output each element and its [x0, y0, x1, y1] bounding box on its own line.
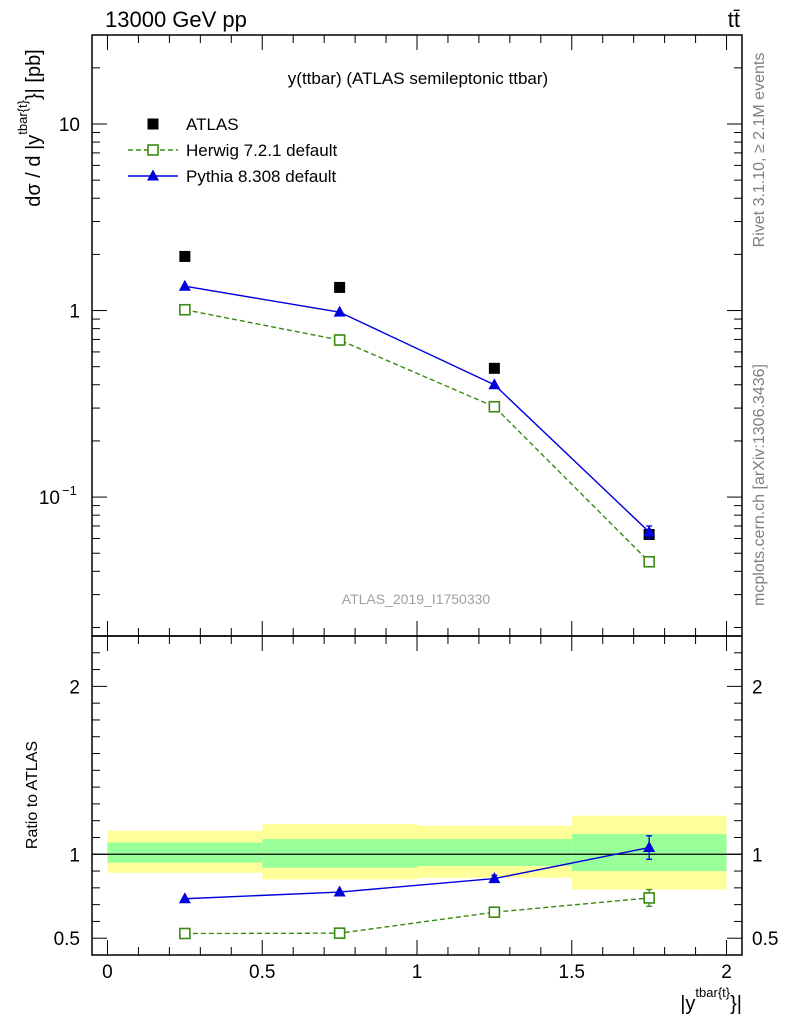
pythia-line — [184, 846, 650, 900]
ratio-y-tick-label-right: 0.5 — [752, 929, 778, 950]
header-final-state: tt̄ — [728, 7, 740, 32]
pythia-point — [488, 378, 501, 390]
x-axis-label: |ytbar{t}}| — [680, 985, 742, 1015]
ratio-y-tick-label: 2 — [69, 677, 80, 698]
x-tick-label: 1.5 — [559, 962, 585, 983]
ratio-frame — [91, 635, 743, 956]
ratio-y-axis-label: Ratio to ATLAS — [24, 741, 41, 849]
herwig-point — [179, 927, 191, 940]
ratio-y-tick-label: 0.5 — [54, 929, 80, 950]
atlas-point — [179, 250, 191, 262]
pythia-point — [643, 841, 656, 853]
main-y-axis-label: dσ / d |ytbar{t}}| [pb] — [15, 49, 45, 207]
legend: ATLAS Herwig 7.2.1 default Pythia 8.308 de… — [128, 115, 337, 186]
main-title: y(ttbar) (ATLAS semileptonic ttbar) — [288, 69, 548, 88]
herwig-point — [643, 892, 655, 904]
x-tick-label: 0.5 — [249, 962, 275, 983]
pythia-line — [184, 285, 650, 533]
herwig-line — [184, 897, 650, 935]
herwig-point — [333, 927, 346, 939]
herwig-line — [184, 309, 650, 563]
legend-herwig-marker — [147, 144, 159, 156]
ratio-y-tick-label-right: 1 — [752, 845, 763, 866]
pythia-point — [178, 279, 191, 291]
y-tick-label: 10 — [39, 488, 60, 509]
x-tick-label: 0 — [102, 962, 113, 983]
rivet-version-label: Rivet 3.1.10, ≥ 2.1M events — [751, 53, 768, 248]
herwig-point — [643, 555, 655, 568]
legend-pythia-marker — [147, 169, 159, 181]
y-tick-exponent: −1 — [62, 483, 77, 498]
atlas-point — [488, 362, 500, 374]
ratio-panel: 0.5 0.5 1 1 2 2 0 0.5 1 1.5 2 Ratio to ATLAS |ytb… — [24, 635, 778, 1015]
uncertainty-band-inner — [262, 839, 417, 868]
uncertainty-band-inner — [417, 839, 572, 867]
x-tick-label: 1 — [412, 962, 423, 983]
ratio-y-tick-label-right: 2 — [752, 677, 763, 698]
pythia-point — [488, 872, 501, 884]
header-process: 13000 GeV pp — [105, 7, 247, 32]
y-tick-label: 10 — [59, 115, 80, 136]
legend-atlas-marker — [147, 118, 159, 130]
herwig-point — [488, 400, 501, 413]
x-tick-label: 2 — [721, 962, 732, 983]
uncertainty-band-inner — [107, 842, 263, 863]
herwig-point — [488, 906, 501, 918]
legend-pythia-label: Pythia 8.308 default — [186, 167, 337, 186]
main-panel: y(ttbar) (ATLAS semileptonic ttbar) ATLA… — [15, 34, 743, 637]
pythia-point — [643, 525, 656, 537]
pythia-point — [333, 885, 346, 897]
legend-atlas-label: ATLAS — [186, 115, 239, 134]
mcplots-label: mcplots.cern.ch [arXiv:1306.3436] — [751, 364, 768, 606]
herwig-point — [333, 334, 346, 346]
herwig-point — [179, 303, 191, 316]
analysis-watermark: ATLAS_2019_I1750330 — [342, 591, 491, 607]
pythia-point — [178, 892, 191, 904]
atlas-point — [334, 281, 346, 293]
ratio-y-tick-label: 1 — [69, 845, 80, 866]
y-tick-label: 1 — [69, 302, 80, 323]
pythia-point — [333, 305, 346, 317]
legend-herwig-label: Herwig 7.2.1 default — [186, 141, 337, 160]
